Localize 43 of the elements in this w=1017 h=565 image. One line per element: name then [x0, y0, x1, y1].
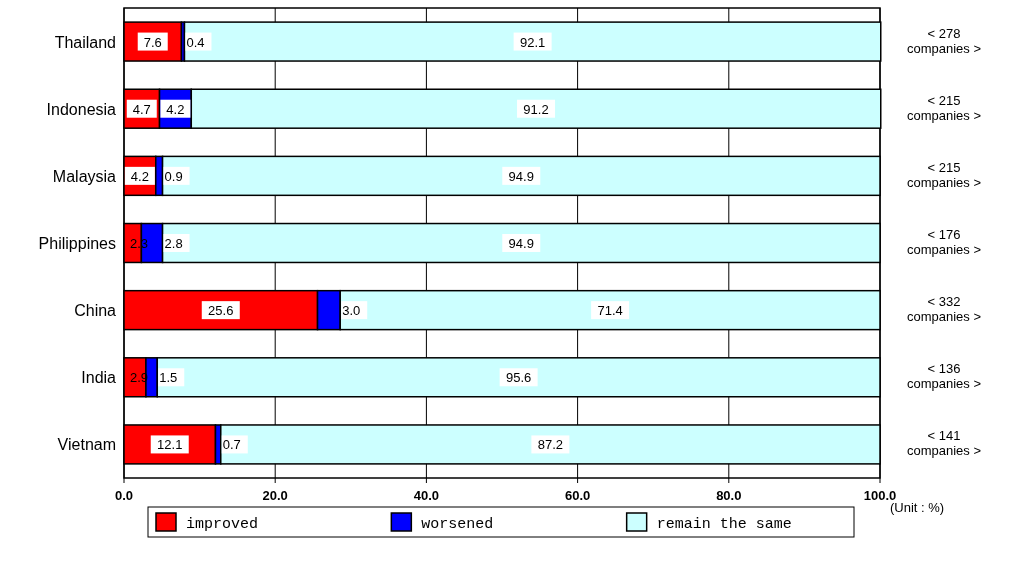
- data-label: 94.9: [508, 168, 534, 184]
- y-tick-label: Thailand: [54, 33, 116, 51]
- data-label: 2.8: [164, 236, 183, 251]
- text: < 278 companies >: [906, 25, 982, 56]
- legend-label: improved: [186, 516, 259, 533]
- data-label: 71.4: [597, 303, 623, 319]
- legend-label: worsened: [421, 516, 494, 533]
- data-label: 4.7: [132, 101, 151, 117]
- data-label: 0.7: [222, 437, 241, 453]
- data-label: 0.9: [164, 168, 183, 184]
- y-tick-label: Indonesia: [46, 100, 117, 118]
- y-tick-label: Vietnam: [57, 436, 116, 454]
- data-label: 12.1: [157, 437, 183, 453]
- data-label: 95.6: [505, 370, 532, 386]
- data-label: 25.6: [208, 303, 234, 319]
- text: < 176 companies >: [906, 227, 982, 257]
- text: < 141 companies >: [906, 428, 982, 459]
- data-label: 4.2: [166, 101, 185, 117]
- text: < 332 companies >: [906, 294, 982, 325]
- legend-label: remain the same: [656, 516, 792, 533]
- x-tick-label: 60.0: [564, 488, 591, 503]
- text: (Unit : %): [890, 500, 945, 515]
- data-label: 7.6: [143, 34, 162, 50]
- data-label: 94.9: [508, 236, 534, 251]
- y-tick-label: Philippines: [38, 235, 116, 252]
- x-tick-label: 80.0: [716, 488, 742, 503]
- x-tick-label: 40.0: [413, 488, 440, 503]
- x-tick-label: 20.0: [262, 488, 288, 503]
- data-label: 91.2: [523, 101, 549, 117]
- data-label: 92.1: [519, 34, 546, 50]
- data-label: 87.2: [537, 437, 564, 453]
- text: < 136 companies >: [906, 361, 982, 392]
- text: < 215 companies >: [906, 92, 982, 123]
- data-label: 1.5: [159, 370, 178, 386]
- y-tick-label: India: [81, 369, 117, 387]
- data-label: 4.2: [130, 168, 149, 184]
- data-label: 3.0: [342, 303, 361, 319]
- data-label: 0.4: [186, 34, 205, 50]
- y-tick-label: China: [74, 302, 117, 320]
- x-tick-label: 0.0: [114, 488, 134, 503]
- x-tick-label: 100.0: [863, 488, 897, 503]
- y-tick-label: Malaysia: [52, 167, 117, 185]
- text: < 215 companies >: [906, 159, 982, 190]
